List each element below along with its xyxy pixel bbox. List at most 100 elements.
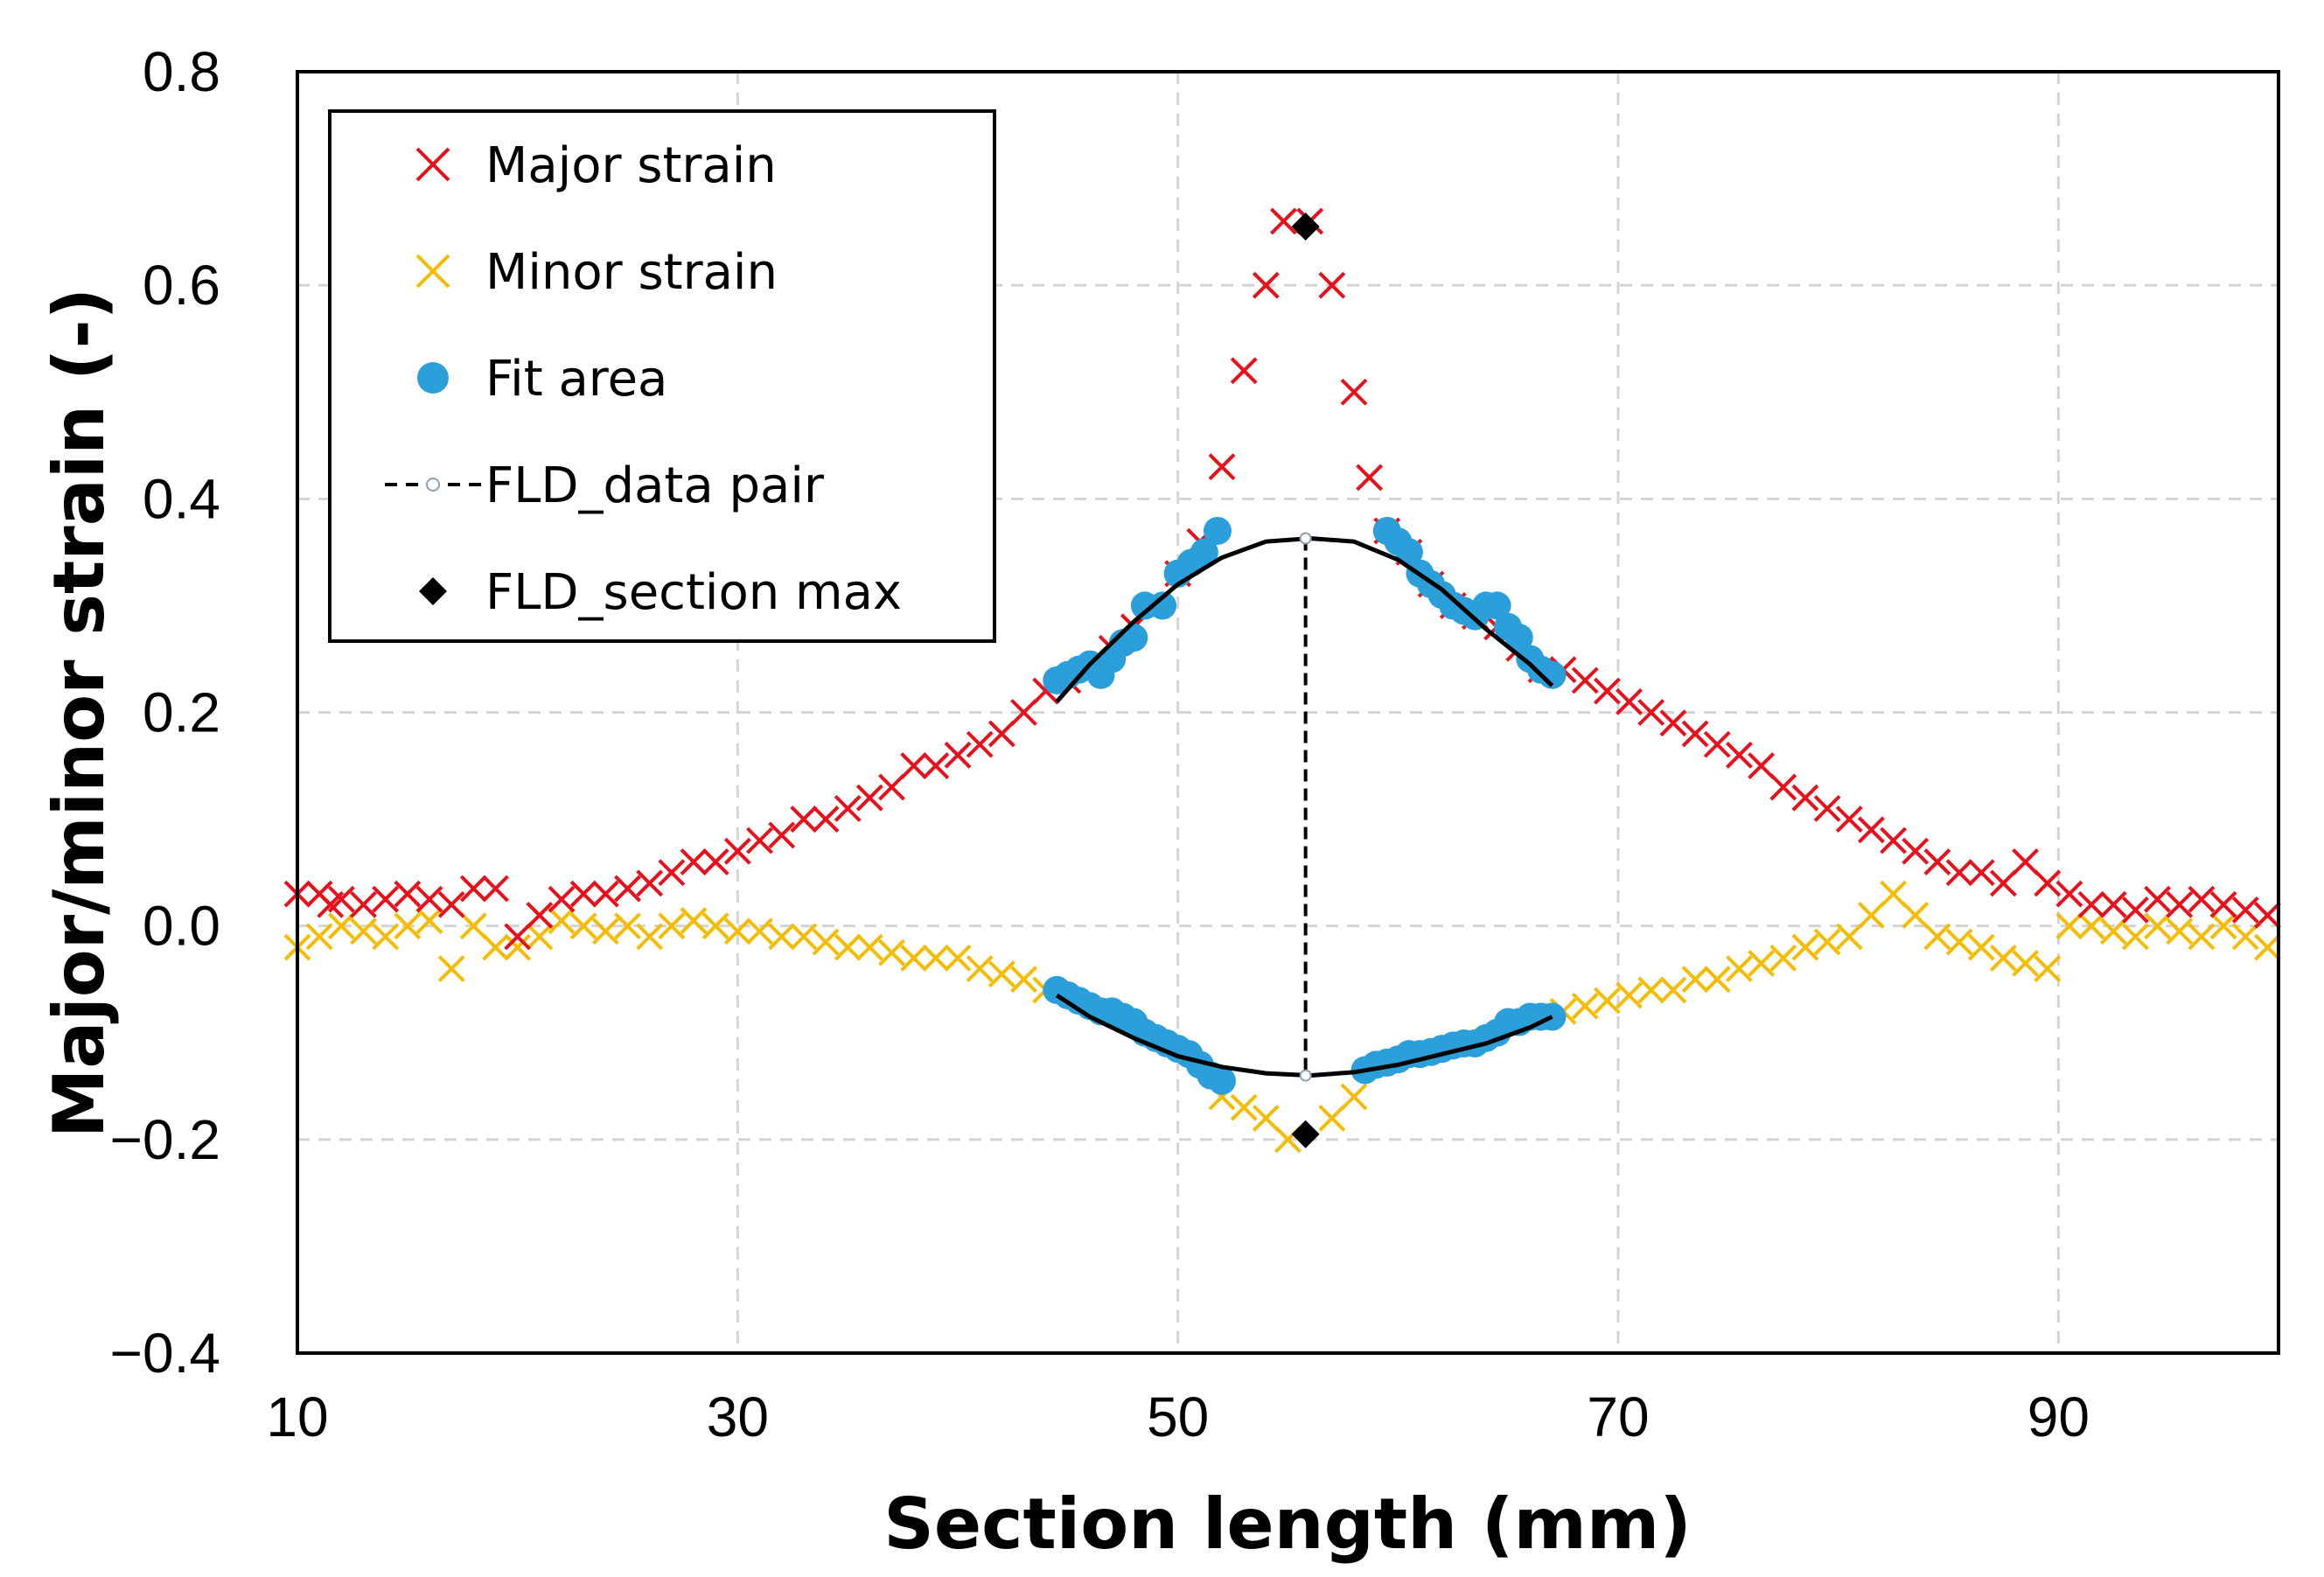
- major-strain-point: [1270, 207, 1297, 235]
- y-tick-label: −0.4: [110, 1322, 220, 1385]
- major-strain-point: [372, 885, 400, 913]
- minor-strain-point: [1858, 902, 1885, 929]
- minor-strain-point: [768, 923, 796, 951]
- x-tick-label: 30: [707, 1385, 769, 1448]
- major-strain-point: [327, 885, 355, 913]
- minor-strain-point: [2055, 912, 2083, 940]
- major-strain-point: [614, 875, 641, 903]
- minor-strain-point: [855, 933, 883, 961]
- major-strain-point: [1835, 806, 1863, 833]
- major-strain-point: [636, 869, 664, 897]
- legend-marker-major: [415, 147, 450, 182]
- major-strain-point: [2099, 890, 2127, 918]
- major-strain-point: [1208, 453, 1236, 481]
- y-tick-label: 0.2: [143, 681, 220, 744]
- major-strain-point: [1990, 869, 2017, 897]
- minor-strain-point: [1726, 955, 1753, 982]
- tick-layer: −0.4 −0.2 0.0 0.2 0.4 0.6 0.8 10 30 50 70 90: [110, 40, 2090, 1448]
- minor-strain-point: [746, 918, 773, 946]
- legend-label: Minor strain: [485, 244, 778, 301]
- minor-strain-point: [372, 923, 400, 951]
- major-strain-point: [1659, 709, 1687, 737]
- major-strain-point: [1945, 859, 1973, 887]
- fld-section-max-point: [1291, 213, 1320, 241]
- minor-strain-point: [900, 944, 928, 972]
- fit-area-point: [1203, 516, 1232, 545]
- major-strain-point: [459, 875, 487, 903]
- y-axis-title: Major/minor strain (-): [38, 288, 120, 1139]
- legend-item-major: Major strain: [415, 137, 777, 194]
- y-tick-label: −0.2: [110, 1108, 220, 1171]
- fit-area-point: [1394, 538, 1423, 567]
- fit-area-point: [1538, 660, 1567, 689]
- major-strain-point: [1616, 687, 1643, 715]
- major-strain-point: [1230, 357, 1258, 385]
- major-strain-point: [1858, 816, 1885, 844]
- major-strain-point: [1748, 752, 1775, 779]
- minor-strain-point: [2254, 933, 2281, 961]
- legend-marker-pair-point: [426, 478, 440, 492]
- major-strain-point: [1010, 699, 1037, 726]
- fld-section-max-point: [1291, 1120, 1320, 1148]
- major-strain-point: [548, 885, 576, 913]
- major-strain-point: [437, 890, 465, 918]
- major-strain-point: [746, 827, 773, 855]
- minor-strain-point: [723, 918, 751, 946]
- fit-area-point: [1120, 624, 1148, 652]
- minor-strain-point: [1594, 987, 1621, 1015]
- major-strain-point: [658, 859, 686, 887]
- minor-strain-point: [812, 928, 840, 956]
- x-tick-label: 90: [2027, 1385, 2090, 1448]
- minor-strain-point: [415, 907, 443, 934]
- minor-strain-point: [636, 923, 664, 951]
- minor-strain-point: [2231, 923, 2259, 951]
- major-strain-point: [1681, 720, 1709, 748]
- minor-strain-point: [966, 955, 994, 982]
- minor-strain-point: [394, 912, 422, 940]
- major-strain-point: [2034, 869, 2062, 897]
- minor-strain-point: [1616, 981, 1643, 1009]
- minor-strain-point: [1880, 880, 1907, 908]
- major-strain-point: [415, 885, 443, 913]
- minor-strain-point: [2034, 955, 2062, 982]
- minor-strain-point: [1902, 902, 1930, 929]
- major-strain-point: [2209, 890, 2237, 918]
- major-strain-point: [768, 821, 796, 849]
- minor-strain-point: [459, 912, 487, 940]
- major-strain-point: [1571, 666, 1599, 694]
- y-tick-label: 0.0: [143, 895, 220, 958]
- major-strain-point: [2144, 885, 2171, 913]
- major-strain-point: [569, 880, 597, 908]
- major-strain-point: [1902, 837, 1930, 865]
- minor-strain-point: [2122, 923, 2149, 951]
- major-strain-point: [680, 848, 708, 876]
- minor-strain-point: [680, 907, 708, 934]
- major-strain-point: [1637, 699, 1665, 726]
- major-strain-point: [2077, 890, 2105, 918]
- minor-strain-point: [1990, 944, 2017, 972]
- minor-strain-point: [1252, 1105, 1280, 1132]
- legend: Major strain Minor strain Fit area FLD_data…: [328, 109, 996, 643]
- major-strain-point: [900, 752, 928, 779]
- fit-area-point: [1208, 1066, 1236, 1095]
- legend-label: FLD_data pair: [485, 457, 825, 514]
- y-tick-label: 0.6: [143, 254, 220, 317]
- y-tick-label: 0.8: [143, 40, 220, 103]
- major-strain-point: [504, 923, 532, 951]
- legend-item-max: FLD_section max: [419, 564, 902, 621]
- x-tick-label: 10: [266, 1385, 328, 1448]
- minor-strain-point: [1791, 933, 1819, 961]
- minor-strain-point: [922, 944, 950, 972]
- major-strain-point: [350, 890, 377, 918]
- major-strain-point: [944, 741, 972, 769]
- series-layer: [283, 207, 2281, 1154]
- minor-strain-point: [350, 918, 377, 946]
- minor-strain-point: [834, 933, 862, 961]
- minor-strain-point: [437, 955, 465, 982]
- major-strain-point: [1726, 741, 1753, 769]
- minor-strain-point: [1945, 928, 1973, 956]
- major-strain-point: [394, 880, 422, 908]
- minor-strain-point: [944, 944, 972, 972]
- major-strain-point: [790, 806, 818, 833]
